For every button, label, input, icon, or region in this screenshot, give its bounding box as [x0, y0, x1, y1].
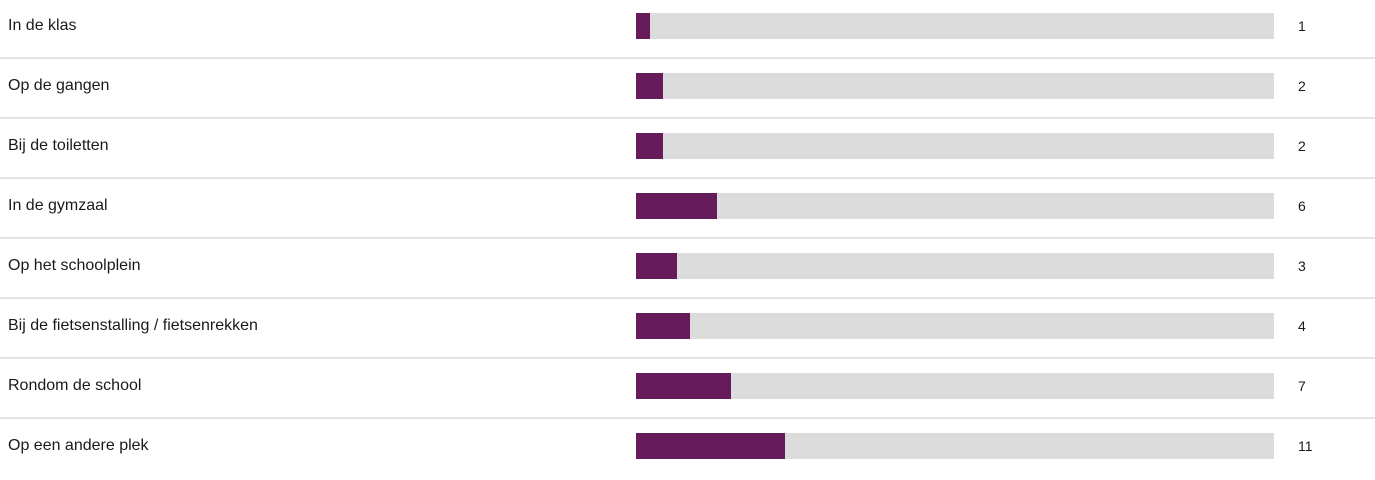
chart-row: In de klas 1	[0, 0, 1375, 60]
chart-row: In de gymzaal 6	[0, 180, 1375, 240]
chart-row: Op een andere plek 11	[0, 420, 1375, 480]
category-label: In de klas	[8, 17, 77, 34]
bar	[636, 373, 731, 399]
bar	[636, 133, 663, 159]
bar-track	[636, 73, 1274, 99]
bar-track	[636, 313, 1274, 339]
category-label: Bij de fietsenstalling / fietsenrekken	[8, 317, 258, 334]
row-divider	[0, 117, 1375, 119]
value-label: 2	[1298, 138, 1306, 154]
chart-row: Op het schoolplein 3	[0, 240, 1375, 300]
row-divider	[0, 237, 1375, 239]
value-label: 2	[1298, 78, 1306, 94]
category-label: Bij de toiletten	[8, 137, 109, 154]
value-label: 4	[1298, 318, 1306, 334]
category-label: Op een andere plek	[8, 437, 149, 454]
bar-track	[636, 373, 1274, 399]
chart-row: Rondom de school 7	[0, 360, 1375, 420]
value-label: 1	[1298, 18, 1306, 34]
bar	[636, 253, 677, 279]
bar	[636, 313, 690, 339]
chart-row: Bij de toiletten 2	[0, 120, 1375, 180]
category-label: In de gymzaal	[8, 197, 108, 214]
bar	[636, 433, 785, 459]
bar	[636, 13, 650, 39]
bar	[636, 193, 717, 219]
horizontal-bar-chart: In de klas 1 Op de gangen 2 Bij de toiletten…	[0, 0, 1375, 459]
row-divider	[0, 357, 1375, 359]
row-divider	[0, 57, 1375, 59]
category-label: Rondom de school	[8, 377, 142, 394]
category-label: Op de gangen	[8, 77, 110, 94]
value-label: 7	[1298, 378, 1306, 394]
row-divider	[0, 177, 1375, 179]
value-label: 11	[1298, 438, 1313, 454]
bar	[636, 73, 663, 99]
category-label: Op het schoolplein	[8, 257, 141, 274]
bar-track	[636, 13, 1274, 39]
bar-track	[636, 253, 1274, 279]
row-divider	[0, 297, 1375, 299]
chart-row: Bij de fietsenstalling / fietsenrekken 4	[0, 300, 1375, 360]
bar-track	[636, 433, 1274, 459]
value-label: 3	[1298, 258, 1306, 274]
value-label: 6	[1298, 198, 1306, 214]
bar-track	[636, 193, 1274, 219]
chart-row: Op de gangen 2	[0, 60, 1375, 120]
bar-track	[636, 133, 1274, 159]
row-divider	[0, 417, 1375, 419]
